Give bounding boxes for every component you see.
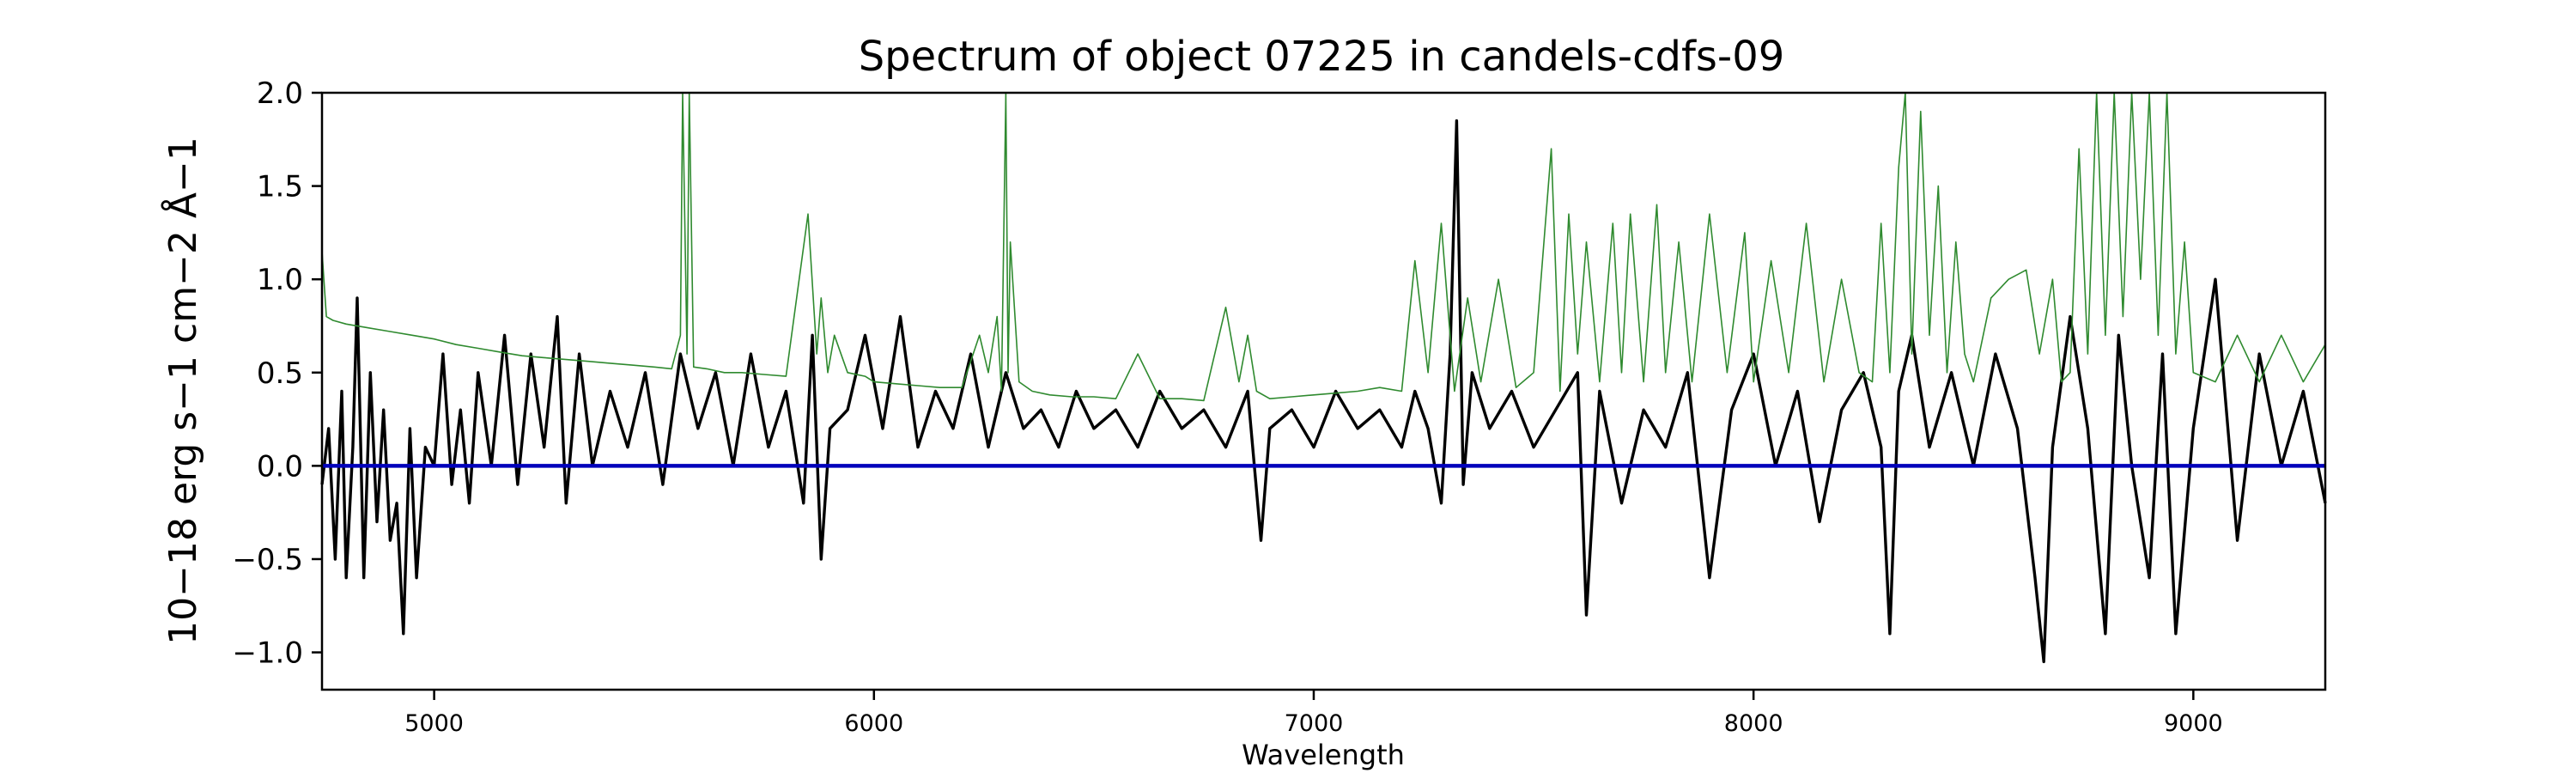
y-axis-label: 10−18 erg s−1 cm−2 Å−1 (160, 137, 205, 645)
x-tick-label: 8000 (1724, 710, 1783, 737)
x-axis-label: Wavelength (1242, 739, 1405, 771)
x-tick-label: 7000 (1285, 710, 1344, 737)
x-axis: 5000 6000 7000 8000 9000 (404, 690, 2223, 737)
y-tick-label: −0.5 (232, 543, 303, 577)
x-tick-label: 6000 (844, 710, 903, 737)
y-tick-label: 0.0 (257, 449, 303, 484)
y-tick-label: −1.0 (232, 636, 303, 671)
x-tick-label: 5000 (404, 710, 464, 737)
y-tick-label: 1.0 (257, 263, 303, 297)
y-axis: −1.0 −0.5 0.0 0.5 1.0 1.5 2.0 (232, 76, 322, 671)
error-line (321, 92, 2326, 402)
y-tick-label: 2.0 (257, 76, 303, 111)
plot-frame (320, 91, 2327, 691)
y-tick-label: 1.5 (257, 170, 303, 204)
y-tick-label: 0.5 (257, 356, 303, 391)
x-tick-label: 9000 (2164, 710, 2223, 737)
series-layer (320, 92, 2327, 664)
flux-line (320, 119, 2327, 664)
chart-title: Spectrum of object 07225 in candels-cdfs… (859, 33, 1785, 81)
